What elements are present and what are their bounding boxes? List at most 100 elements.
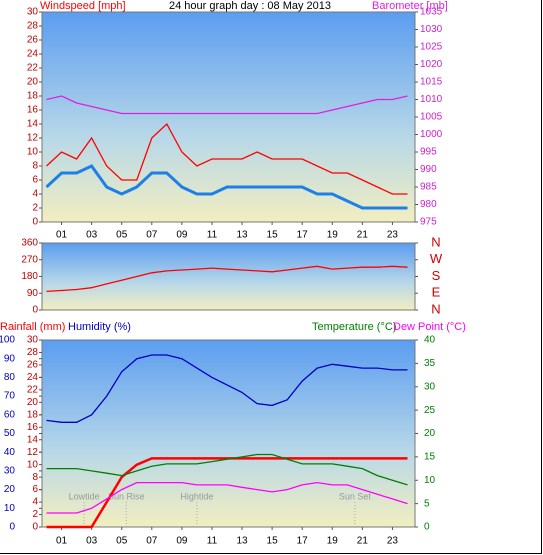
series-line [46,481,408,514]
y2-tick-label: 1030 [420,24,443,35]
y2-tick-label: 35 [424,358,436,369]
series-line [46,453,408,486]
y-tick-label: 24 [27,372,39,383]
plot-area [41,339,416,528]
y-tick-label: 0 [32,217,38,228]
y2-tick-label: 10 [424,475,436,486]
y-axis-title: Windspeed [mph] [40,0,126,12]
y-tick-label: 90 [27,288,39,299]
y3-tick-label: 0 [9,522,15,533]
y-tick-label: 270 [21,254,38,265]
legend-entry: Rainfall (mm) [0,321,65,333]
y3-tick-label: 90 [4,353,16,364]
plot-area [41,11,416,223]
y-tick-label: 18 [27,91,39,102]
y-tick-label: 24 [27,49,39,60]
y3-tick-label: 10 [4,503,16,514]
y-tick-label: 6 [32,484,38,495]
y-tick-label: 8 [32,161,38,172]
chart-title: 24 hour graph day : 08 May 2013 [169,0,331,12]
x-tick-label: 07 [146,230,158,241]
annotation: Lowtide [69,491,100,501]
series-line [46,122,408,195]
y2-tick-label: 995 [420,147,437,158]
x-tick-label: 03 [86,536,98,547]
y-tick-label: 14 [27,119,39,130]
y-tick-label: 8 [32,472,38,483]
y-tick-label: 180 [21,271,38,282]
y2-tick-label: 1005 [420,112,443,123]
y2-tick-label: 990 [420,164,437,175]
y2-tick-label: 25 [424,405,436,416]
y3-tick-label: 30 [4,466,16,477]
y-tick-label: 4 [32,497,38,508]
series-line [46,457,408,529]
y2-tick-label: N [431,301,440,316]
plot-area [41,242,416,311]
series-line [45,164,408,210]
annotation: Hightide [180,491,213,501]
x-tick-label: 17 [297,230,309,241]
y2-tick-label: 1000 [420,129,443,140]
x-tick-label: 01 [56,230,68,241]
x-tick-label: 23 [387,230,399,241]
y-tick-label: 16 [27,105,39,116]
y-tick-label: 26 [27,360,39,371]
y2-tick-label: 985 [420,182,437,193]
y-tick-label: 14 [27,434,39,445]
x-tick-label: 13 [236,536,248,547]
y3-tick-label: 100 [0,335,15,346]
y-tick-label: 26 [27,35,39,46]
y2-tick-label: 1020 [420,59,443,70]
y-tick-label: 28 [27,347,39,358]
y-tick-label: 10 [27,459,39,470]
x-tick-label: 21 [357,230,369,241]
series-line [46,354,408,423]
x-tick-label: 09 [176,536,188,547]
y-tick-label: 0 [32,305,38,316]
y-tick-label: 6 [32,175,38,186]
y3-tick-label: 40 [4,447,16,458]
annotation: Sun Set [339,491,372,501]
y2-tick-label: E [432,285,441,300]
x-tick-label: 01 [56,536,68,547]
x-tick-label: 15 [267,536,279,547]
y2-axis-title: Barometer [mb] [372,0,448,12]
x-tick-label: 09 [176,230,188,241]
x-tick-label: 03 [86,230,98,241]
y2-tick-label: S [432,268,441,283]
annotation: Sun Rise [108,491,145,501]
y-tick-label: 20 [27,397,39,408]
series-line [46,95,408,115]
x-tick-label: 13 [236,230,248,241]
x-tick-label: 17 [297,536,309,547]
legend-entry: Humidity (%) [68,321,131,333]
y2-tick-label: 0 [424,522,430,533]
x-tick-label: 19 [327,536,339,547]
legend-entry: Dew Point (°C) [393,321,466,333]
y-tick-label: 30 [27,335,39,346]
x-tick-label: 07 [146,536,158,547]
y3-tick-label: 50 [4,428,16,439]
y3-tick-label: 80 [4,372,16,383]
y-tick-label: 16 [27,422,39,433]
y-tick-label: 0 [32,522,38,533]
y3-tick-label: 20 [4,484,16,495]
y2-tick-label: 20 [424,428,436,439]
y-tick-label: 12 [27,447,39,458]
x-tick-label: 11 [207,536,218,547]
y-tick-label: 2 [32,203,38,214]
y2-tick-label: 1035 [420,7,443,18]
x-tick-label: 15 [267,230,279,241]
y2-tick-label: 15 [424,452,436,463]
x-tick-label: 11 [207,230,218,241]
y-tick-label: 30 [27,7,39,18]
y2-tick-label: 5 [424,498,430,509]
series-line [46,265,408,293]
x-tick-label: 05 [116,536,128,547]
legend-entry: Temperature (°C) [312,321,396,333]
y2-tick-label: 1010 [420,94,443,105]
y-tick-label: 28 [27,21,39,32]
y2-tick-label: N [431,234,440,249]
